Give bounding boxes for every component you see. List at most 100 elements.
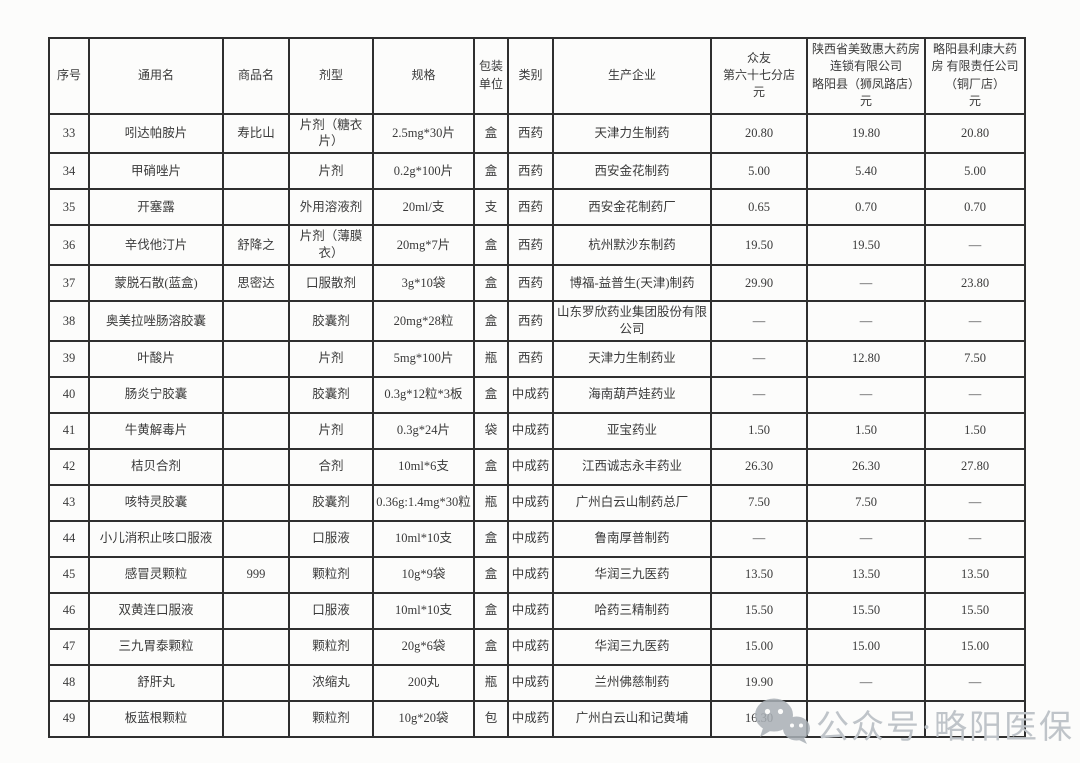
cell-price2 [806, 699, 926, 738]
cell-unit: 盒 [473, 224, 509, 267]
cell-brand [222, 591, 290, 630]
cell-maker: 天津力生制药 [552, 112, 712, 155]
cell-brand [222, 411, 290, 450]
cell-unit: 盒 [473, 447, 509, 486]
cell-form: 胶囊剂 [288, 483, 374, 522]
cell-price3: 15.50 [924, 591, 1026, 630]
cell-price3: 13.50 [924, 555, 1026, 594]
cell-price2: 1.50 [806, 411, 926, 450]
col-header-price2: 陕西省美致惠大药房 连锁有限公司 略阳县（狮凤路店） 元 [806, 37, 926, 115]
cell-price3: 15.00 [924, 627, 1026, 666]
table-row: 37 蒙脱石散(蓝盒) 思密达 口服散剂 3g*10袋盒西药 博福-益普生(天津)制药 29… [48, 264, 1026, 303]
cell-generic: 叶酸片 [88, 339, 224, 378]
cell-no: 46 [48, 591, 90, 630]
cell-unit: 盒 [473, 555, 509, 594]
col-header-brand: 商品名 [222, 37, 290, 115]
cell-no: 33 [48, 112, 90, 155]
cell-spec: 10ml*10支 [372, 519, 475, 558]
cell-no: 41 [48, 411, 90, 450]
cell-no: 40 [48, 375, 90, 414]
cell-brand [222, 483, 290, 522]
cell-spec: 0.36g:1.4mg*30粒 [372, 483, 475, 522]
table-row: 46 双黄连口服液 口服液 10ml*10支盒中成药 哈药三精制药 15.50 15.50 1… [48, 591, 1026, 630]
cell-generic: 蒙脱石散(蓝盒) [88, 264, 224, 303]
cell-maker: 广州白云山制药总厂 [552, 483, 712, 522]
cell-no: 36 [48, 224, 90, 267]
cell-price1: — [710, 519, 808, 558]
cell-generic: 辛伐他汀片 [88, 224, 224, 267]
cell-form: 胶囊剂 [288, 300, 374, 342]
cell-brand [222, 375, 290, 414]
cell-form: 胶囊剂 [288, 375, 374, 414]
cell-generic: 肠炎宁胶囊 [88, 375, 224, 414]
cell-no: 45 [48, 555, 90, 594]
cell-maker: 华润三九医药 [552, 627, 712, 666]
col-header-category: 类别 [507, 37, 554, 115]
table-row: 33 吲达帕胺片 寿比山 片剂（糖衣片） 2.5mg*30片盒西药 天津力生制药 20.80… [48, 112, 1026, 155]
cell-price3: 5.00 [924, 152, 1026, 191]
cell-form: 口服液 [288, 591, 374, 630]
cell-form: 颗粒剂 [288, 555, 374, 594]
cell-maker: 亚宝药业 [552, 411, 712, 450]
col-header-generic: 通用名 [88, 37, 224, 115]
cell-no: 37 [48, 264, 90, 303]
cell-maker: 兰州佛慈制药 [552, 663, 712, 702]
cell-price2: 0.70 [806, 188, 926, 227]
cell-category: 中成药 [507, 699, 554, 738]
table-row: 39 叶酸片 片剂 5mg*100片瓶西药 天津力生制药业 —12.80 7.50 [48, 339, 1026, 378]
cell-category: 西药 [507, 339, 554, 378]
cell-price1: 20.80 [710, 112, 808, 155]
cell-price1: 15.50 [710, 591, 808, 630]
cell-category: 西药 [507, 300, 554, 342]
cell-price1: — [710, 300, 808, 342]
cell-maker: 鲁南厚普制药 [552, 519, 712, 558]
cell-category: 中成药 [507, 663, 554, 702]
cell-unit: 包 [473, 699, 509, 738]
cell-brand [222, 152, 290, 191]
cell-price2: 26.30 [806, 447, 926, 486]
cell-maker: 华润三九医药 [552, 555, 712, 594]
cell-brand: 寿比山 [222, 112, 290, 155]
cell-brand [222, 627, 290, 666]
cell-form: 片剂 [288, 152, 374, 191]
cell-unit: 盒 [473, 264, 509, 303]
cell-category: 西药 [507, 188, 554, 227]
cell-brand: 舒降之 [222, 224, 290, 267]
cell-generic: 咳特灵胶囊 [88, 483, 224, 522]
cell-price3: 7.50 [924, 339, 1026, 378]
cell-maker: 西安金花制药 [552, 152, 712, 191]
cell-price1: 1.50 [710, 411, 808, 450]
table-row: 45 感冒灵颗粒 999 颗粒剂 10g*9袋盒中成药 华润三九医药 13.50 13.50 1… [48, 555, 1026, 594]
cell-category: 中成药 [507, 447, 554, 486]
cell-form: 浓缩丸 [288, 663, 374, 702]
cell-unit: 袋 [473, 411, 509, 450]
cell-price2: 15.50 [806, 591, 926, 630]
cell-generic: 甲硝唑片 [88, 152, 224, 191]
cell-category: 西药 [507, 152, 554, 191]
cell-brand [222, 663, 290, 702]
cell-unit: 盒 [473, 519, 509, 558]
cell-generic: 小儿消积止咳口服液 [88, 519, 224, 558]
cell-form: 颗粒剂 [288, 627, 374, 666]
cell-brand [222, 339, 290, 378]
cell-spec: 0.3g*12粒*3板 [372, 375, 475, 414]
cell-spec: 10ml*10支 [372, 591, 475, 630]
cell-price1: 16.30 [710, 699, 808, 738]
cell-spec: 2.5mg*30片 [372, 112, 475, 155]
cell-form: 口服液 [288, 519, 374, 558]
table-row: 43 咳特灵胶囊 胶囊剂 0.36g:1.4mg*30粒瓶中成药 广州白云山制药总厂 7.… [48, 483, 1026, 522]
cell-generic: 桔贝合剂 [88, 447, 224, 486]
cell-price2: — [806, 264, 926, 303]
cell-form: 片剂（薄膜衣） [288, 224, 374, 267]
cell-spec: 20mg*7片 [372, 224, 475, 267]
cell-unit: 盒 [473, 152, 509, 191]
cell-no: 49 [48, 699, 90, 738]
col-header-maker: 生产企业 [552, 37, 712, 115]
cell-spec: 20g*6袋 [372, 627, 475, 666]
cell-category: 中成药 [507, 411, 554, 450]
cell-price2: 5.40 [806, 152, 926, 191]
cell-brand [222, 188, 290, 227]
cell-category: 中成药 [507, 483, 554, 522]
cell-generic: 舒肝丸 [88, 663, 224, 702]
